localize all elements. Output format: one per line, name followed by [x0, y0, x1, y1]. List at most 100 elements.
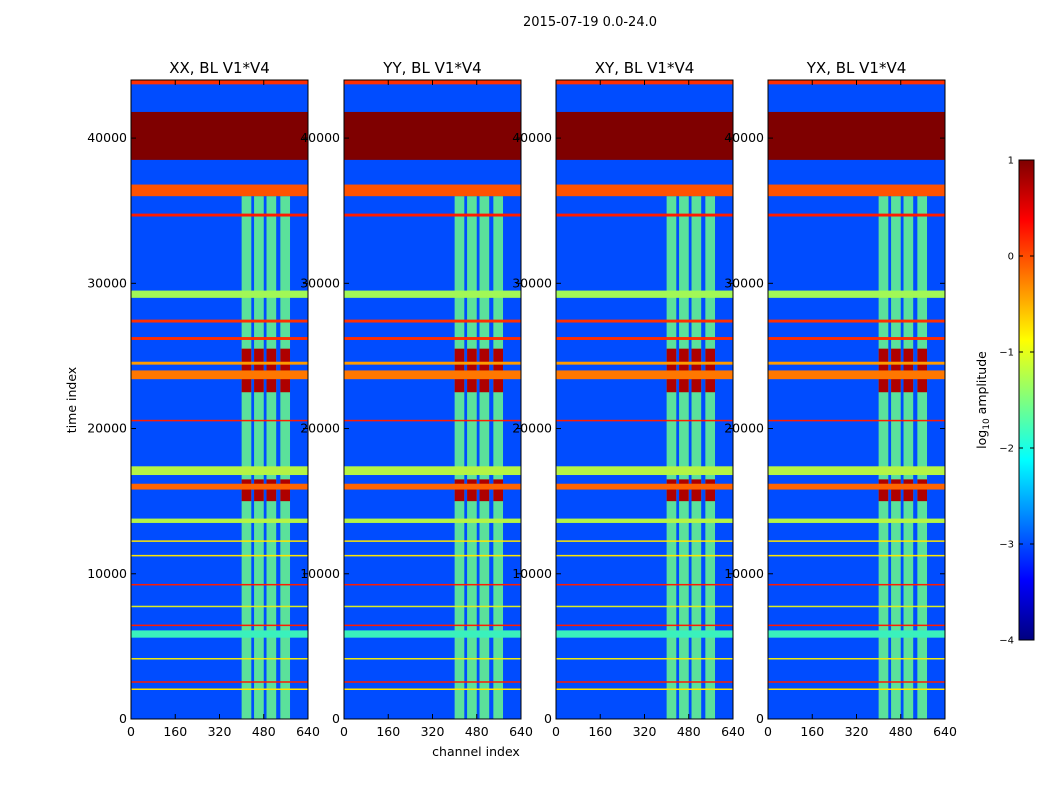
- x-tick-label: 160: [588, 724, 612, 739]
- y-tick-label: 0: [544, 711, 552, 726]
- time-band-18: [131, 624, 308, 627]
- panel-2: YY, BL V1*V4 0 160 320 480 640 0 10000 20000 3000…: [300, 59, 533, 739]
- panel-3: XY, BL V1*V4 0 160 320 480 640 0 10000 20000 3000…: [512, 59, 745, 739]
- x-tick-label: 640: [721, 724, 745, 739]
- colorbar-gradient: [1018, 159, 1035, 641]
- time-band-17: [344, 605, 521, 608]
- hot-block-2-2: [679, 479, 689, 502]
- time-band-8: [556, 361, 733, 365]
- x-tick-label: 160: [163, 724, 187, 739]
- time-band-5: [344, 290, 521, 298]
- time-band-3: [344, 184, 521, 197]
- time-band-19: [768, 630, 945, 638]
- time-band-17: [768, 605, 945, 608]
- time-band-9: [556, 370, 733, 380]
- time-band-20: [556, 658, 733, 660]
- time-band-21: [131, 681, 308, 683]
- x-tick-label: 160: [800, 724, 824, 739]
- x-tick-label: 320: [421, 724, 445, 739]
- time-band-10: [556, 419, 733, 422]
- hot-block-1-3: [691, 348, 702, 393]
- time-band-6: [344, 319, 521, 323]
- rfi-channel-band-2: [679, 196, 689, 719]
- time-band-2: [344, 111, 521, 160]
- time-band-6: [556, 319, 733, 323]
- time-band-22: [131, 688, 308, 691]
- y-tick-label: 20000: [300, 421, 340, 436]
- hot-block-2-3: [691, 479, 702, 502]
- time-band-2: [131, 111, 308, 160]
- time-band-11: [556, 466, 733, 476]
- rfi-channel-band-3: [903, 196, 914, 719]
- hot-block-1-4: [705, 348, 716, 393]
- x-tick-label: 480: [677, 724, 701, 739]
- time-band-14: [344, 540, 521, 542]
- time-band-11: [344, 466, 521, 476]
- hot-block-1-4: [493, 348, 504, 393]
- time-band-12: [344, 483, 521, 490]
- x-tick-label: 0: [127, 724, 135, 739]
- rfi-channel-band-2: [467, 196, 477, 719]
- y-tick-label: 20000: [724, 421, 764, 436]
- y-tick-label: 0: [119, 711, 127, 726]
- time-band-14: [556, 540, 733, 542]
- time-band-6: [131, 319, 308, 323]
- time-band-20: [131, 658, 308, 660]
- hot-block-2-4: [493, 479, 504, 502]
- x-axis-label: channel index: [432, 744, 520, 759]
- y-tick-label: 0: [332, 711, 340, 726]
- hot-block-1-3: [266, 348, 277, 393]
- time-band-20: [768, 658, 945, 660]
- hot-block-1-1: [241, 348, 252, 393]
- panel-title: YX, BL V1*V4: [806, 59, 907, 77]
- figure-suptitle: 2015-07-19 0.0-24.0: [523, 15, 657, 30]
- time-band-16: [344, 583, 521, 586]
- time-band-17: [556, 605, 733, 608]
- hot-block-2-1: [666, 479, 677, 502]
- hot-block-2-3: [479, 479, 490, 502]
- colorbar-tick-label: −1: [999, 348, 1014, 359]
- hot-block-1-2: [254, 348, 264, 393]
- x-tick-label: 0: [340, 724, 348, 739]
- colorbar-tick-label: 1: [1008, 156, 1014, 167]
- time-band-9: [344, 370, 521, 380]
- time-band-13: [556, 518, 733, 523]
- time-band-12: [131, 483, 308, 490]
- time-band-12: [556, 483, 733, 490]
- time-band-18: [344, 624, 521, 627]
- time-band-8: [768, 361, 945, 365]
- time-band-22: [768, 688, 945, 691]
- time-band-14: [768, 540, 945, 542]
- x-tick-label: 480: [252, 724, 276, 739]
- rfi-channel-band-4: [493, 196, 504, 719]
- y-tick-label: 0: [756, 711, 764, 726]
- x-tick-label: 160: [376, 724, 400, 739]
- hot-block-1-3: [479, 348, 490, 393]
- time-band-5: [556, 290, 733, 298]
- time-band-12: [768, 483, 945, 490]
- time-band-16: [556, 583, 733, 586]
- x-tick-label: 480: [465, 724, 489, 739]
- time-band-22: [344, 688, 521, 691]
- time-band-13: [344, 518, 521, 523]
- time-band-10: [768, 419, 945, 422]
- y-tick-label: 40000: [87, 130, 127, 145]
- rfi-channel-band-3: [479, 196, 490, 719]
- hot-block-1-2: [467, 348, 477, 393]
- hot-block-1-2: [679, 348, 689, 393]
- rfi-channel-band-1: [454, 196, 465, 719]
- time-band-20: [344, 658, 521, 660]
- hot-block-2-4: [280, 479, 291, 502]
- time-band-10: [131, 419, 308, 422]
- time-band-16: [131, 583, 308, 586]
- y-axis-label: time index: [64, 367, 79, 433]
- time-band-7: [768, 337, 945, 340]
- time-band-8: [344, 361, 521, 365]
- rfi-channel-band-1: [666, 196, 677, 719]
- hot-block-2-4: [705, 479, 716, 502]
- time-band-6: [768, 319, 945, 323]
- hot-block-2-2: [467, 479, 477, 502]
- hot-block-1-1: [878, 348, 889, 393]
- x-tick-label: 480: [889, 724, 913, 739]
